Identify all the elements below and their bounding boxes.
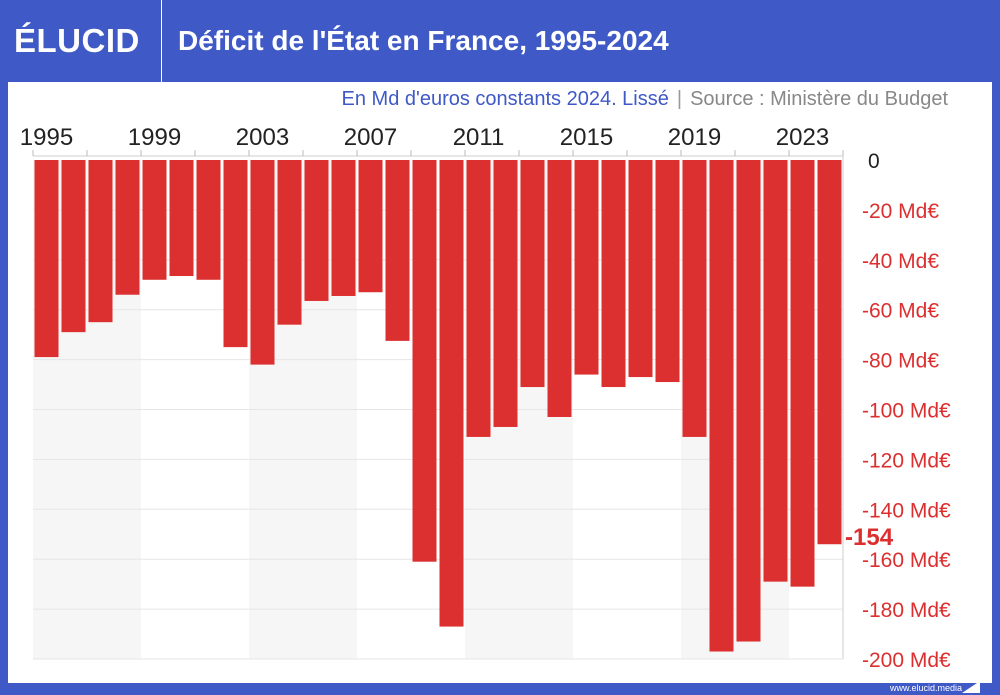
bar-2012 <box>493 160 518 427</box>
bar-2003 <box>250 160 275 365</box>
bar-2019 <box>682 160 707 437</box>
bar-2004 <box>277 160 302 325</box>
x-tick-label: 1995 <box>20 124 73 151</box>
bar-2016 <box>601 160 626 388</box>
bar-2022 <box>763 160 788 582</box>
x-tick-label: 2019 <box>668 124 721 151</box>
header: ÉLUCID Déficit de l'État en France, 1995… <box>0 0 1000 82</box>
y-tick-label: -40 Md€ <box>862 250 939 273</box>
y-tick-label: -140 Md€ <box>862 499 951 522</box>
bar-1997 <box>88 160 113 323</box>
bar-2002 <box>223 160 248 348</box>
bar-2013 <box>520 160 545 388</box>
bar-2005 <box>304 160 329 301</box>
y-tick-label: -20 Md€ <box>862 200 939 223</box>
source-note: Source : Ministère du Budget <box>690 88 948 110</box>
bar-2015 <box>574 160 599 375</box>
bar-2007 <box>358 160 383 293</box>
bar-2009 <box>412 160 437 562</box>
subtitle-separator: | <box>676 88 683 110</box>
bar-2001 <box>196 160 221 280</box>
bar-2020 <box>709 160 734 652</box>
elucid-logo: ÉLUCID <box>14 22 140 59</box>
x-tick-label: 2007 <box>344 124 397 151</box>
y-tick-label: -120 Md€ <box>862 449 951 472</box>
bar-1996 <box>61 160 86 333</box>
bar-2018 <box>655 160 680 383</box>
y-tick-label: -200 Md€ <box>862 649 951 672</box>
x-tick-label: 2023 <box>776 124 829 151</box>
y-tick-label: -100 Md€ <box>862 400 951 423</box>
bar-1999 <box>142 160 167 280</box>
y-tick-label: 0 <box>868 150 880 173</box>
bar-1995 <box>34 160 59 358</box>
x-tick-label: 1999 <box>128 124 181 151</box>
x-tick-label: 2011 <box>453 124 505 151</box>
y-tick-label: -160 Md€ <box>862 549 951 572</box>
bar-2024 <box>817 160 842 545</box>
chart-title: Déficit de l'État en France, 1995-2024 <box>178 25 669 56</box>
bar-2011 <box>466 160 491 437</box>
bar-2017 <box>628 160 653 378</box>
bar-2014 <box>547 160 572 417</box>
chart-subtitle: En Md d'euros constants 2024. Lissé | Sour… <box>342 88 948 111</box>
x-tick-label: 2003 <box>236 124 289 151</box>
unit-note: En Md d'euros constants 2024. Lissé <box>341 88 669 110</box>
bar-2023 <box>790 160 815 587</box>
x-tick-label: 2015 <box>560 124 613 151</box>
footer-url[interactable]: www.elucid.media <box>889 683 962 693</box>
bar-1998 <box>115 160 140 295</box>
y-tick-label: -60 Md€ <box>862 300 939 323</box>
last-value-label: -154 <box>845 524 894 551</box>
header-divider <box>161 0 162 82</box>
bar-2006 <box>331 160 356 296</box>
y-tick-label: -80 Md€ <box>862 350 939 373</box>
bar-2008 <box>385 160 410 341</box>
bar-2010 <box>439 160 464 627</box>
elucid-mark-icon <box>962 681 980 693</box>
bar-2000 <box>169 160 194 277</box>
y-tick-label: -180 Md€ <box>862 599 951 622</box>
bar-2021 <box>736 160 761 642</box>
